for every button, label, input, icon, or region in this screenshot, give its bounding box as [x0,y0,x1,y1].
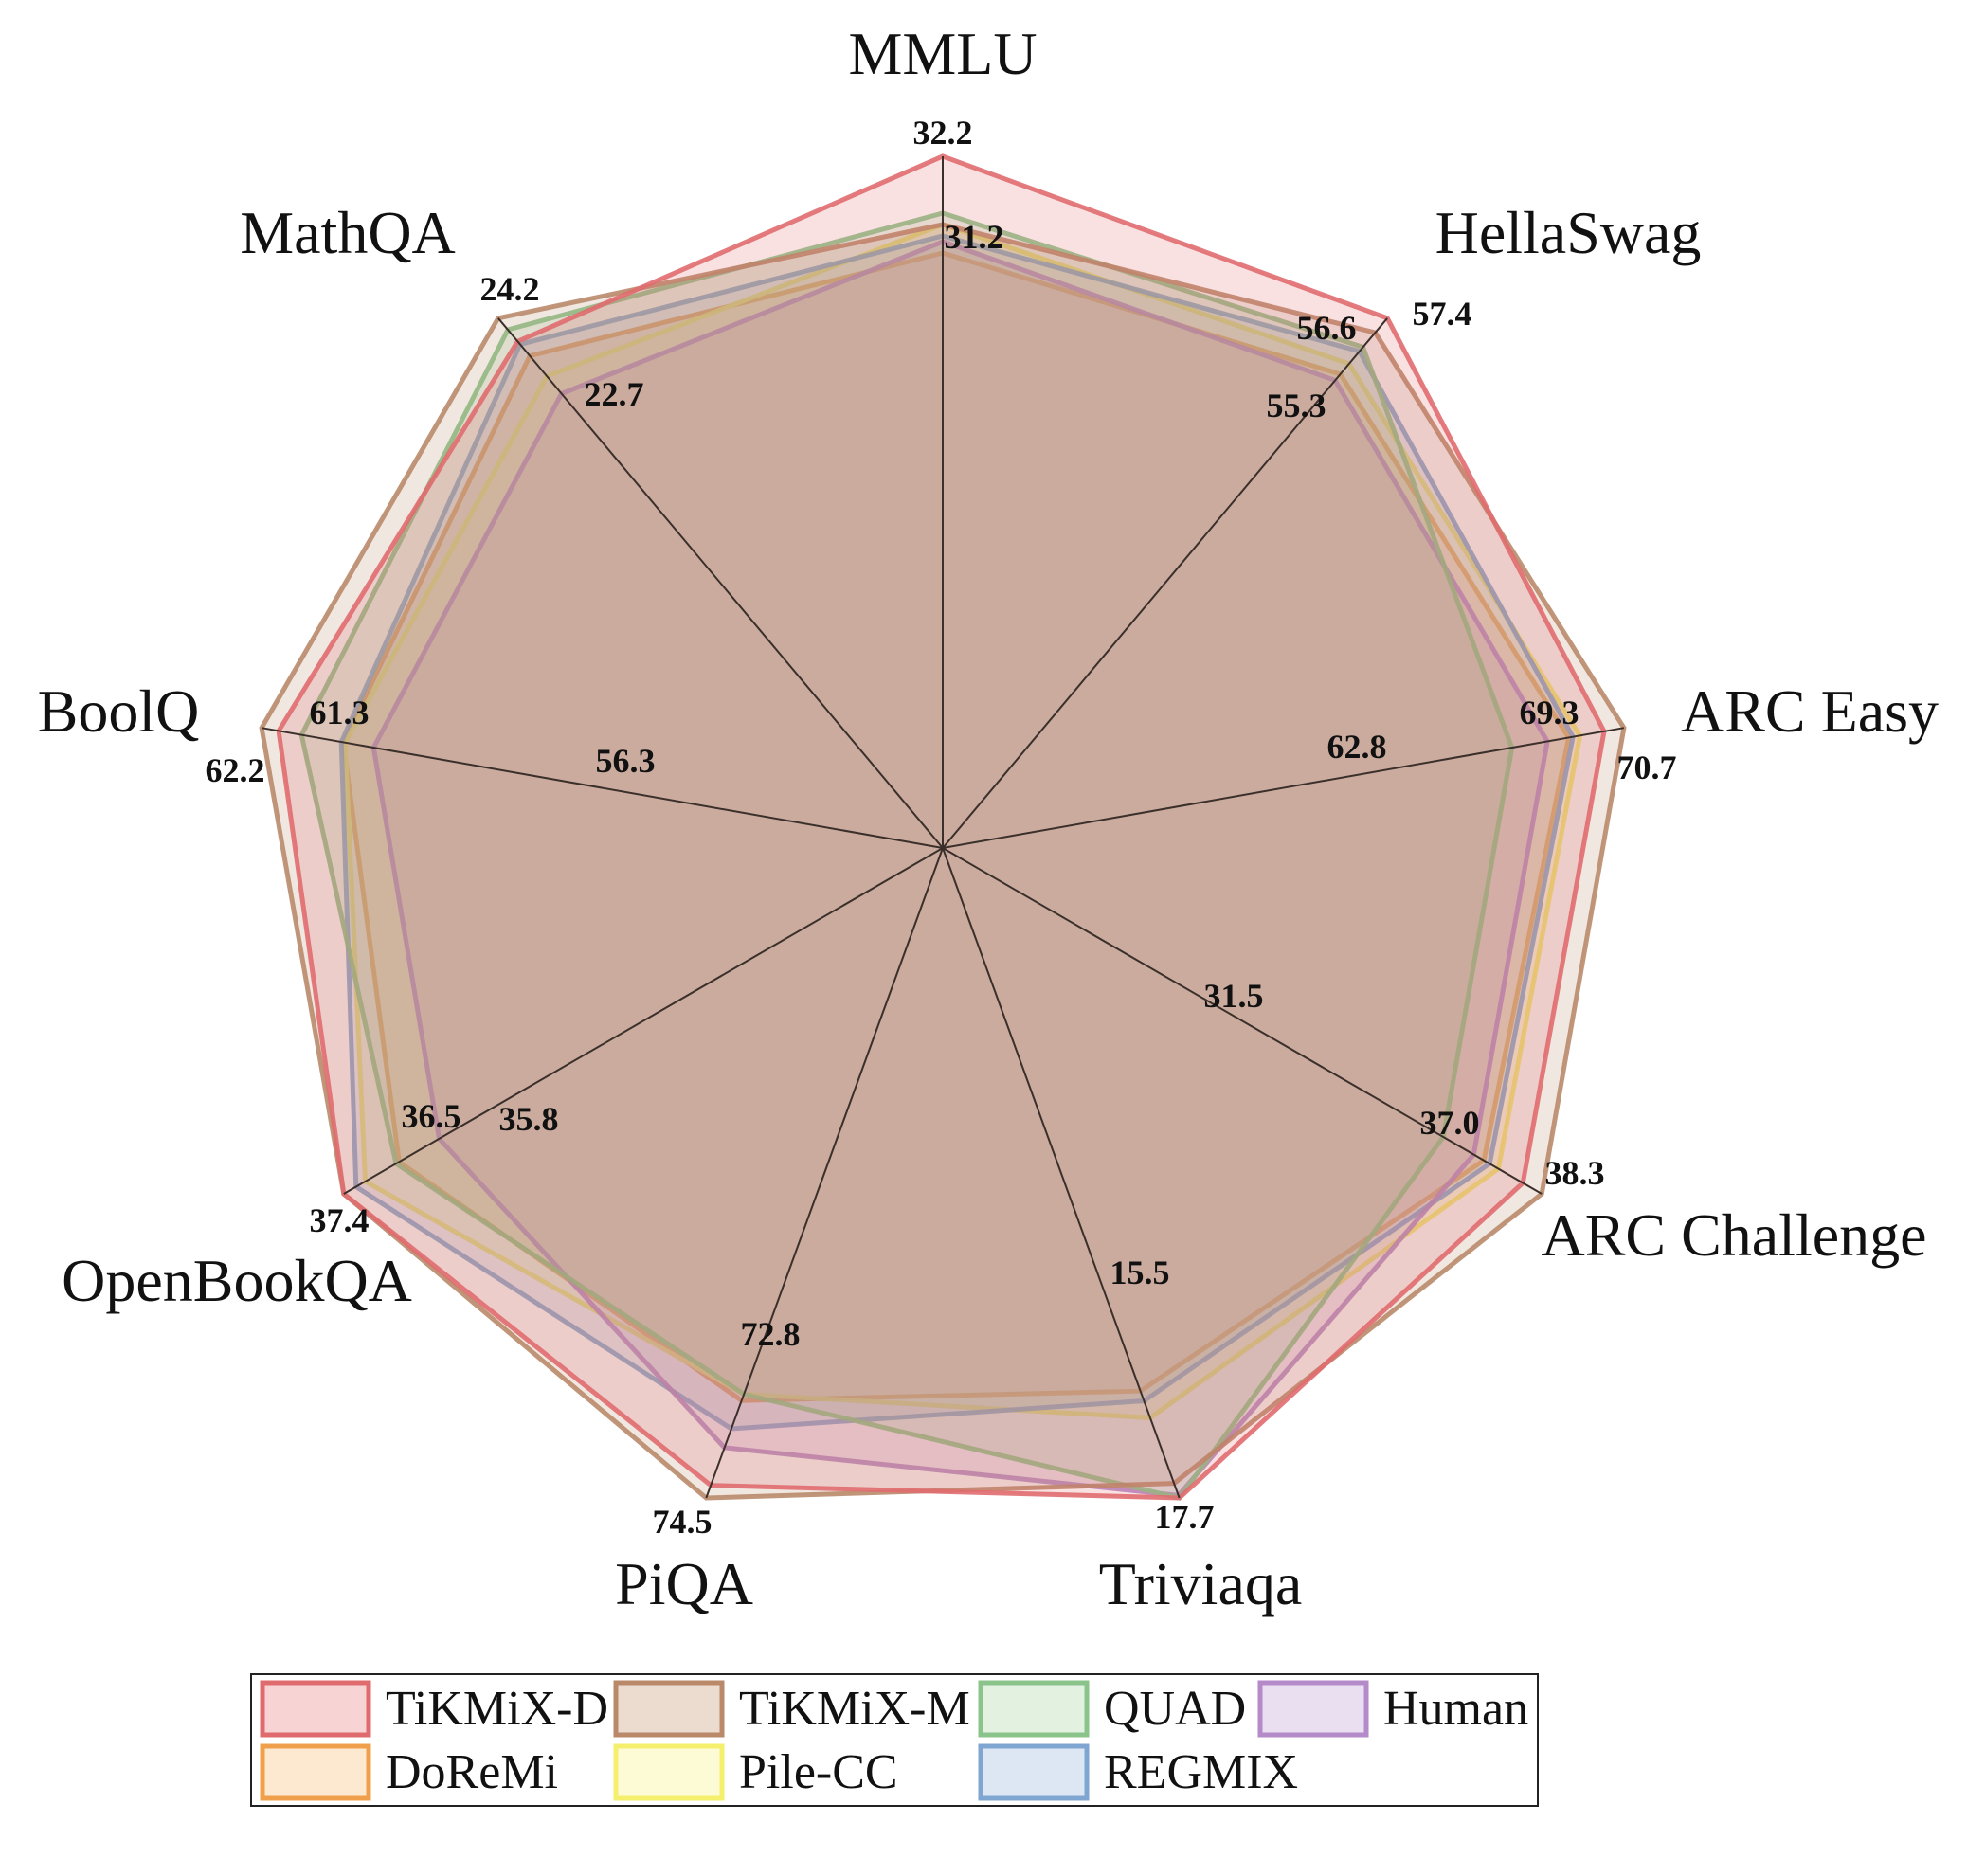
axis-spoke-piqa [705,847,944,1499]
axis-title-arc-challenge: ARC Challenge [1541,1201,1926,1269]
axis-spoke-arc-challenge [942,847,1543,1195]
legend-label: DoReMi [386,1745,558,1799]
legend-item-regmix: REGMIX [978,1743,1298,1801]
value-label-triviaqa: 15.5 [1110,1254,1170,1291]
value-label-mathqa: 24.2 [480,270,540,308]
axis-title-piqa: PiQA [615,1550,753,1617]
value-label-openbookqa: 35.8 [499,1100,559,1138]
legend-item-pile-cc: Pile-CC [613,1743,898,1801]
axis-spoke-openbookqa [343,847,944,1195]
value-label-arc-challenge: 37.0 [1420,1104,1480,1142]
legend-item-doremi: DoReMi [260,1743,558,1801]
value-label-mmlu: 32.2 [913,114,973,152]
value-label-triviaqa: 17.7 [1155,1498,1215,1536]
series-regmix [338,233,1576,1432]
legend-item-tikmix-m: TiKMiX-M [613,1680,970,1738]
series-doremi [340,250,1572,1403]
label-layer: MMLU HellaSwag ARC Easy ARC Challenge Trivia… [38,20,1939,1617]
legend-swatch [260,1680,371,1738]
axis-spoke-arc-easy [942,727,1625,849]
value-label-arc-challenge: 38.3 [1545,1154,1605,1192]
legend-item-human: Human [1257,1680,1528,1738]
value-label-openbookqa: 36.5 [402,1097,461,1135]
legend-swatch [978,1743,1090,1801]
legend-item-tikmix-d: TiKMiX-D [260,1680,608,1738]
value-label-arc-easy: 70.7 [1617,749,1677,786]
legend-swatch [613,1743,725,1801]
axis-title-arc-easy: ARC Easy [1681,677,1939,745]
value-label-arc-easy: 62.8 [1327,728,1387,766]
value-label-boolq: 56.3 [596,742,656,780]
legend-label: TiKMiX-D [386,1682,608,1736]
series-layer [259,153,1627,1501]
value-label-hellaswag: 56.6 [1297,309,1357,347]
value-label-hellaswag: 55.3 [1267,387,1326,424]
axis-title-openbookqa: OpenBookQA [62,1247,412,1314]
value-label-arc-challenge: 31.5 [1204,977,1264,1015]
spoke-layer [261,156,1625,1499]
axis-title-mathqa: MathQA [240,199,456,266]
value-label-arc-easy: 69.3 [1520,694,1579,731]
series-pile-cc [342,222,1583,1420]
axis-spoke-mathqa [497,317,944,849]
legend-swatch [260,1743,371,1801]
legend-label: REGMIX [1104,1745,1298,1799]
value-label-boolq: 61.3 [310,694,370,731]
value-label-mmlu: 31.2 [945,218,1004,256]
value-label-openbookqa: 37.4 [310,1201,370,1239]
value-label-mathqa: 22.7 [585,375,644,413]
legend-swatch [1257,1680,1369,1738]
series-tikmix-d [276,153,1607,1501]
legend-label: QUAD [1104,1682,1246,1736]
legend-label: TiKMiX-M [739,1682,970,1736]
value-label-hellaswag: 57.4 [1413,295,1472,333]
legend-swatch [978,1680,1090,1738]
legend: TiKMiX-D TiKMiX-M QUAD Human DoReMi Pile-CC RE… [250,1673,1539,1807]
legend-swatch [613,1680,725,1738]
value-label-boolq: 62.2 [206,751,265,789]
series-quad [298,210,1515,1501]
axis-spoke-boolq [261,727,944,849]
value-label-piqa: 72.8 [741,1315,801,1353]
legend-label: Pile-CC [739,1745,898,1799]
value-label-piqa: 74.5 [653,1503,713,1541]
axis-title-hellaswag: HellaSwag [1435,199,1702,266]
axis-spoke-triviaqa [942,847,1181,1499]
axis-title-mmlu: MMLU [848,20,1037,87]
axis-spoke-hellaswag [942,317,1388,849]
legend-item-quad: QUAD [978,1680,1246,1738]
axis-title-boolq: BoolQ [38,677,200,745]
axis-title-triviaqa: Triviaqa [1099,1550,1303,1617]
legend-label: Human [1383,1682,1528,1736]
